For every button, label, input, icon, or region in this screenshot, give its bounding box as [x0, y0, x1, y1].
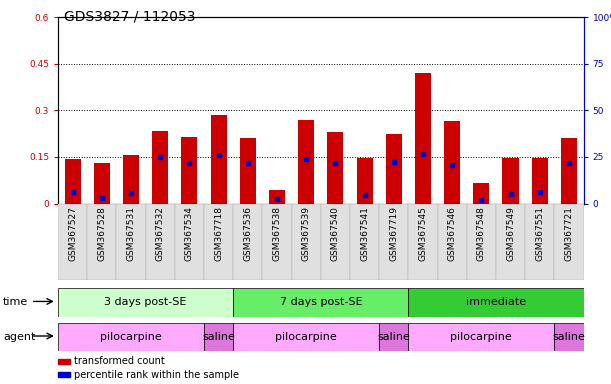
- Text: saline: saline: [202, 332, 235, 342]
- Bar: [408, 323, 554, 351]
- Bar: [408, 204, 437, 280]
- Bar: [117, 204, 145, 280]
- Text: transformed count: transformed count: [74, 356, 165, 366]
- Text: GSM367534: GSM367534: [185, 206, 194, 261]
- Bar: [58, 323, 204, 351]
- Bar: [532, 157, 547, 204]
- Text: 7 days post-SE: 7 days post-SE: [279, 297, 362, 308]
- Bar: [386, 134, 402, 204]
- Bar: [269, 190, 285, 204]
- Bar: [123, 156, 139, 204]
- Text: GSM367545: GSM367545: [419, 206, 428, 261]
- Bar: [58, 288, 233, 317]
- Text: GSM367719: GSM367719: [389, 206, 398, 261]
- Text: GSM367527: GSM367527: [68, 206, 77, 261]
- Bar: [204, 204, 233, 280]
- Text: immediate: immediate: [466, 297, 526, 308]
- Text: pilocarpine: pilocarpine: [100, 332, 162, 342]
- Text: GSM367551: GSM367551: [535, 206, 544, 261]
- Text: pilocarpine: pilocarpine: [450, 332, 512, 342]
- Text: GSM367549: GSM367549: [506, 206, 515, 261]
- Bar: [525, 204, 554, 280]
- Bar: [444, 121, 460, 204]
- Bar: [474, 183, 489, 204]
- Bar: [379, 204, 408, 280]
- Text: GSM367540: GSM367540: [331, 206, 340, 261]
- Bar: [58, 359, 70, 364]
- Bar: [145, 204, 175, 280]
- Bar: [181, 137, 197, 204]
- Bar: [379, 323, 408, 351]
- Text: pilocarpine: pilocarpine: [276, 332, 337, 342]
- Text: saline: saline: [552, 332, 585, 342]
- Bar: [87, 204, 117, 280]
- Bar: [554, 323, 584, 351]
- Bar: [291, 204, 321, 280]
- Text: GSM367536: GSM367536: [243, 206, 252, 261]
- Bar: [467, 204, 496, 280]
- Bar: [94, 163, 110, 204]
- Bar: [58, 204, 87, 280]
- Text: agent: agent: [3, 332, 35, 342]
- Text: GSM367718: GSM367718: [214, 206, 223, 261]
- Bar: [321, 204, 350, 280]
- Bar: [554, 204, 584, 280]
- Text: GSM367721: GSM367721: [565, 206, 573, 261]
- Text: saline: saline: [378, 332, 410, 342]
- Bar: [204, 323, 233, 351]
- Bar: [58, 372, 70, 377]
- Bar: [65, 159, 81, 204]
- Text: GSM367528: GSM367528: [97, 206, 106, 261]
- Text: time: time: [3, 297, 28, 308]
- Text: GDS3827 / 112053: GDS3827 / 112053: [64, 10, 196, 23]
- Bar: [152, 131, 168, 204]
- Bar: [357, 157, 373, 204]
- Bar: [211, 115, 227, 204]
- Bar: [437, 204, 467, 280]
- Text: GSM367541: GSM367541: [360, 206, 369, 261]
- Bar: [561, 138, 577, 204]
- Text: GSM367532: GSM367532: [156, 206, 165, 261]
- Bar: [502, 157, 519, 204]
- Bar: [262, 204, 291, 280]
- Text: GSM367539: GSM367539: [302, 206, 310, 261]
- Bar: [233, 288, 408, 317]
- Bar: [327, 132, 343, 204]
- Bar: [496, 204, 525, 280]
- Bar: [175, 204, 204, 280]
- Bar: [415, 73, 431, 204]
- Bar: [233, 323, 379, 351]
- Text: GSM367531: GSM367531: [126, 206, 136, 261]
- Text: GSM367546: GSM367546: [448, 206, 456, 261]
- Text: 3 days post-SE: 3 days post-SE: [104, 297, 187, 308]
- Text: percentile rank within the sample: percentile rank within the sample: [74, 370, 239, 380]
- Bar: [408, 288, 584, 317]
- Bar: [350, 204, 379, 280]
- Bar: [233, 204, 262, 280]
- Bar: [240, 138, 256, 204]
- Text: GSM367548: GSM367548: [477, 206, 486, 261]
- Text: GSM367538: GSM367538: [273, 206, 282, 261]
- Bar: [298, 120, 314, 204]
